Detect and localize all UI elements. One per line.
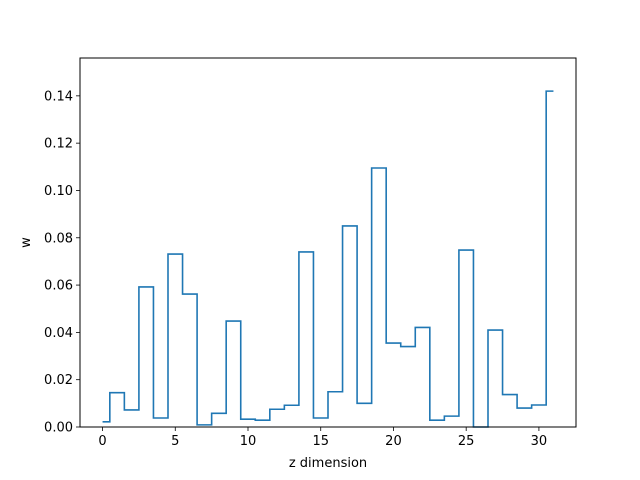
x-axis: 0 5 10 15 20 25 30 (98, 427, 547, 449)
y-tick-label: 0.08 (44, 231, 73, 246)
x-tick-label: 10 (240, 434, 257, 449)
x-tick-label: 5 (171, 434, 179, 449)
x-tick-label: 20 (385, 434, 402, 449)
y-tick-label: 0.12 (44, 137, 73, 152)
plot-area (102, 90, 554, 428)
series-line-0 (102, 90, 554, 428)
x-tick-label: 25 (458, 434, 475, 449)
plot-frame (79, 57, 577, 428)
x-tick-label: 0 (98, 434, 106, 449)
x-tick-label: 15 (312, 434, 329, 449)
y-axis: 0.00 0.02 0.04 0.06 0.08 0.10 0.12 0.14 (44, 89, 80, 436)
y-axis-label: w (19, 237, 34, 248)
y-tick-label: 0.00 (44, 421, 73, 436)
y-tick-label: 0.14 (44, 89, 73, 104)
y-tick-label: 0.02 (44, 373, 73, 388)
y-tick-label: 0.06 (44, 279, 73, 294)
y-tick-label: 0.04 (44, 326, 73, 341)
y-tick-label: 0.10 (44, 184, 73, 199)
x-axis-label: z dimension (289, 456, 367, 471)
x-tick-label: 30 (531, 434, 548, 449)
